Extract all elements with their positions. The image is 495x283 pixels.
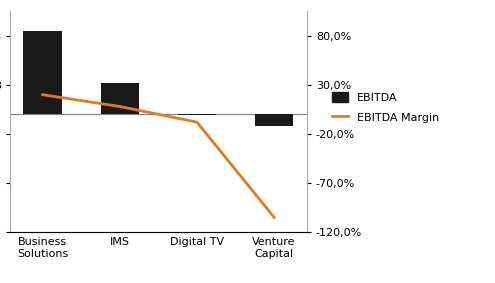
Legend: EBITDA, EBITDA Margin: EBITDA, EBITDA Margin [327, 88, 444, 127]
Bar [100, 83, 139, 114]
Bar [178, 114, 216, 115]
Bar [23, 31, 62, 114]
Bar [255, 114, 294, 126]
